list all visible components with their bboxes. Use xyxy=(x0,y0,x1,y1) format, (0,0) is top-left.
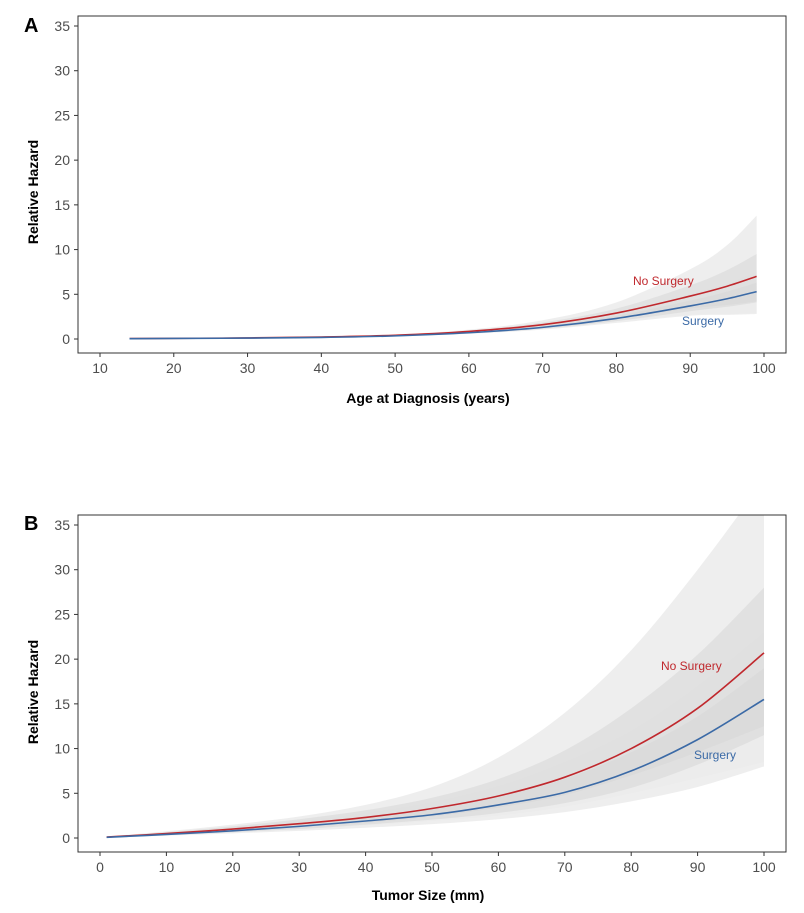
y-axis: 0 5 10 15 20 25 30 35 xyxy=(54,18,78,347)
x-tick-label: 30 xyxy=(291,859,307,875)
y-tick-label: 15 xyxy=(54,197,70,213)
x-tick-label: 40 xyxy=(358,859,374,875)
x-axis-title: Age at Diagnosis (years) xyxy=(346,390,509,406)
y-tick-label: 30 xyxy=(54,562,70,578)
y-tick-label: 25 xyxy=(54,606,70,622)
confidence-bands xyxy=(129,215,757,339)
x-tick-label: 100 xyxy=(752,859,776,875)
x-tick-label: 90 xyxy=(682,360,698,376)
y-tick-label: 30 xyxy=(54,63,70,79)
confidence-bands xyxy=(106,515,764,838)
ci-band-inner-surgery xyxy=(106,668,764,838)
panel-label: A xyxy=(24,15,38,37)
x-axis-title: Tumor Size (mm) xyxy=(372,887,485,903)
y-tick-label: 0 xyxy=(62,331,70,347)
x-tick-label: 30 xyxy=(240,360,256,376)
panel-b: B 0 10 20 30 40 50 60 70 80 90 100 05101520253035 … xyxy=(24,513,787,903)
x-tick-label: 20 xyxy=(166,360,182,376)
y-axis-title: Relative Hazard xyxy=(25,140,41,244)
x-tick-label: 50 xyxy=(424,859,440,875)
y-axis-title: Relative Hazard xyxy=(25,640,41,744)
y-tick-label: 10 xyxy=(54,242,70,258)
x-tick-label: 40 xyxy=(314,360,330,376)
series-lines xyxy=(129,275,757,340)
y-tick-label: 35 xyxy=(54,18,70,34)
x-tick-label: 90 xyxy=(690,859,706,875)
y-tick-label: 20 xyxy=(54,152,70,168)
panel-label: B xyxy=(24,513,38,535)
series-line-surgery xyxy=(129,290,757,340)
y-axis: 0 5 10 15 20 25 30 35 xyxy=(54,517,78,846)
x-tick-label: 80 xyxy=(609,360,625,376)
x-tick-label: 70 xyxy=(557,859,573,875)
series-line-no-surgery xyxy=(106,652,765,838)
series-lines xyxy=(106,652,765,839)
panel-a: A 10 20 30 40 50 60 70 80 90 100 0 5 10 15 20 25 30 35 N… xyxy=(24,15,787,406)
x-tick-label: 100 xyxy=(752,360,776,376)
x-tick-label: 70 xyxy=(535,360,551,376)
x-tick-label: 60 xyxy=(461,360,477,376)
x-tick-label: 10 xyxy=(92,360,108,376)
x-tick-label: 0 xyxy=(96,859,104,875)
x-tick-label: 80 xyxy=(623,859,639,875)
y-tick-label: 20 xyxy=(54,651,70,667)
series-label-no-surgery: No Surgery xyxy=(661,659,722,673)
ci-band-inner-no-surgery xyxy=(129,254,757,339)
series-label-surgery: Surgery xyxy=(694,748,736,762)
plot-frame xyxy=(77,15,787,354)
x-tick-label: 50 xyxy=(387,360,403,376)
y-tick-label: 0 xyxy=(62,830,70,846)
series-label-surgery: Surgery xyxy=(682,314,724,328)
y-tick-label: 10 xyxy=(54,741,70,757)
x-tick-label: 60 xyxy=(491,859,507,875)
y-tick-label: 5 xyxy=(62,286,70,302)
x-axis: 10 20 30 40 50 60 70 80 90 100 xyxy=(92,353,776,376)
series-line-surgery xyxy=(106,698,765,839)
x-tick-label: 10 xyxy=(159,859,175,875)
ci-band-outer-no-surgery xyxy=(129,215,757,339)
y-tick-label: 15 xyxy=(54,696,70,712)
x-axis: 0 10 20 30 40 50 60 70 80 90 100 xyxy=(96,852,776,875)
y-tick-label: 35 xyxy=(54,517,70,533)
x-tick-label: 20 xyxy=(225,859,241,875)
y-tick-label: 25 xyxy=(54,107,70,123)
series-label-no-surgery: No Surgery xyxy=(633,274,694,288)
y-tick-label: 5 xyxy=(62,785,70,801)
